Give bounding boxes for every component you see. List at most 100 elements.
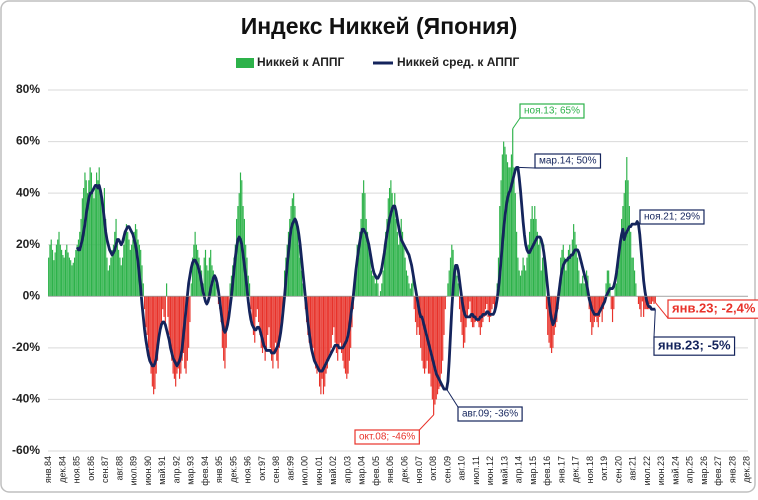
bar xyxy=(363,180,364,296)
y-tick-label: 20% xyxy=(16,237,40,251)
x-tick-label: авг.99 xyxy=(285,456,295,480)
bar xyxy=(626,157,627,296)
bar xyxy=(51,240,52,297)
bar xyxy=(533,219,534,296)
y-tick-label: 80% xyxy=(16,82,40,96)
bar xyxy=(77,245,78,297)
annotation-leader xyxy=(518,167,535,168)
x-tick-label: июл.11 xyxy=(471,456,481,485)
bar xyxy=(130,250,131,296)
bar xyxy=(152,296,153,386)
bar xyxy=(115,219,116,296)
bar xyxy=(427,296,428,360)
x-tick-label: мар.04 xyxy=(357,456,367,485)
bar xyxy=(430,296,431,386)
bar xyxy=(535,219,536,296)
bar xyxy=(143,283,144,296)
x-tick-label: окт.86 xyxy=(86,456,96,481)
bar xyxy=(489,296,490,322)
bar xyxy=(300,258,301,297)
bar xyxy=(119,258,120,297)
x-tick-label: авг.88 xyxy=(114,456,124,480)
bar xyxy=(188,296,189,348)
bar xyxy=(399,232,400,296)
bar xyxy=(407,276,408,297)
bar xyxy=(48,258,49,297)
bar xyxy=(83,188,84,296)
bar xyxy=(90,167,91,296)
annotation-label: янв.23; -2,4% xyxy=(672,301,756,316)
bar xyxy=(278,296,279,368)
bar xyxy=(476,296,477,317)
bar xyxy=(516,232,517,296)
bar xyxy=(410,289,411,297)
bar xyxy=(320,296,321,394)
bar xyxy=(507,162,508,296)
bar xyxy=(445,296,446,309)
bar xyxy=(612,296,613,322)
x-tick-label: май.24 xyxy=(670,456,680,485)
x-tick-label: мар.26 xyxy=(699,456,709,485)
x-tick-label: мар.15 xyxy=(528,456,538,485)
bar xyxy=(389,188,390,296)
bar xyxy=(515,193,516,296)
bar xyxy=(577,258,578,297)
bar xyxy=(266,296,267,348)
x-tick-label: фев.05 xyxy=(371,456,381,486)
bar xyxy=(100,193,101,296)
bar xyxy=(534,206,535,296)
bar xyxy=(126,224,127,296)
bar xyxy=(442,296,443,360)
bar xyxy=(538,245,539,297)
bar xyxy=(370,258,371,297)
bar xyxy=(529,232,530,296)
x-tick-label: окт.97 xyxy=(257,456,267,481)
bar xyxy=(569,245,570,297)
bar xyxy=(403,245,404,297)
bar xyxy=(178,296,179,368)
x-tick-label: фев.94 xyxy=(200,456,210,486)
bar xyxy=(274,296,275,353)
bar xyxy=(539,240,540,297)
bar xyxy=(193,245,194,297)
bar xyxy=(161,296,162,322)
bar xyxy=(93,198,94,296)
bar xyxy=(639,296,640,309)
bar xyxy=(337,296,338,360)
bar xyxy=(132,240,133,297)
annotation-label: окт.08; -46% xyxy=(359,432,415,443)
bar xyxy=(60,245,61,297)
x-tick-label: дек.28 xyxy=(742,456,752,483)
bar xyxy=(341,296,342,353)
bar xyxy=(323,296,324,394)
bar xyxy=(596,296,597,322)
x-tick-label: ноя.96 xyxy=(243,456,253,483)
bar xyxy=(467,296,468,317)
bar xyxy=(196,245,197,297)
bar xyxy=(523,258,524,297)
annotation-label: ноя.21; 29% xyxy=(644,212,700,223)
x-tick-label: авг.21 xyxy=(628,456,638,480)
x-tick-label: сен.09 xyxy=(442,456,452,483)
bar xyxy=(73,263,74,297)
bar xyxy=(239,193,240,296)
bar xyxy=(104,188,105,296)
bar xyxy=(61,250,62,296)
bar xyxy=(628,180,629,296)
legend-swatch xyxy=(236,58,254,68)
bar xyxy=(250,296,251,309)
y-tick-label: -20% xyxy=(12,340,40,354)
bar xyxy=(324,296,325,386)
bar xyxy=(49,245,50,297)
bar xyxy=(613,296,614,309)
bar xyxy=(272,296,273,368)
bar xyxy=(468,296,469,309)
bar xyxy=(525,271,526,297)
x-tick-label: сен.87 xyxy=(100,456,110,483)
bar xyxy=(443,296,444,335)
bar xyxy=(362,193,363,296)
bar xyxy=(481,296,482,327)
bar xyxy=(118,250,119,296)
bar xyxy=(144,296,145,309)
bar xyxy=(486,296,487,304)
